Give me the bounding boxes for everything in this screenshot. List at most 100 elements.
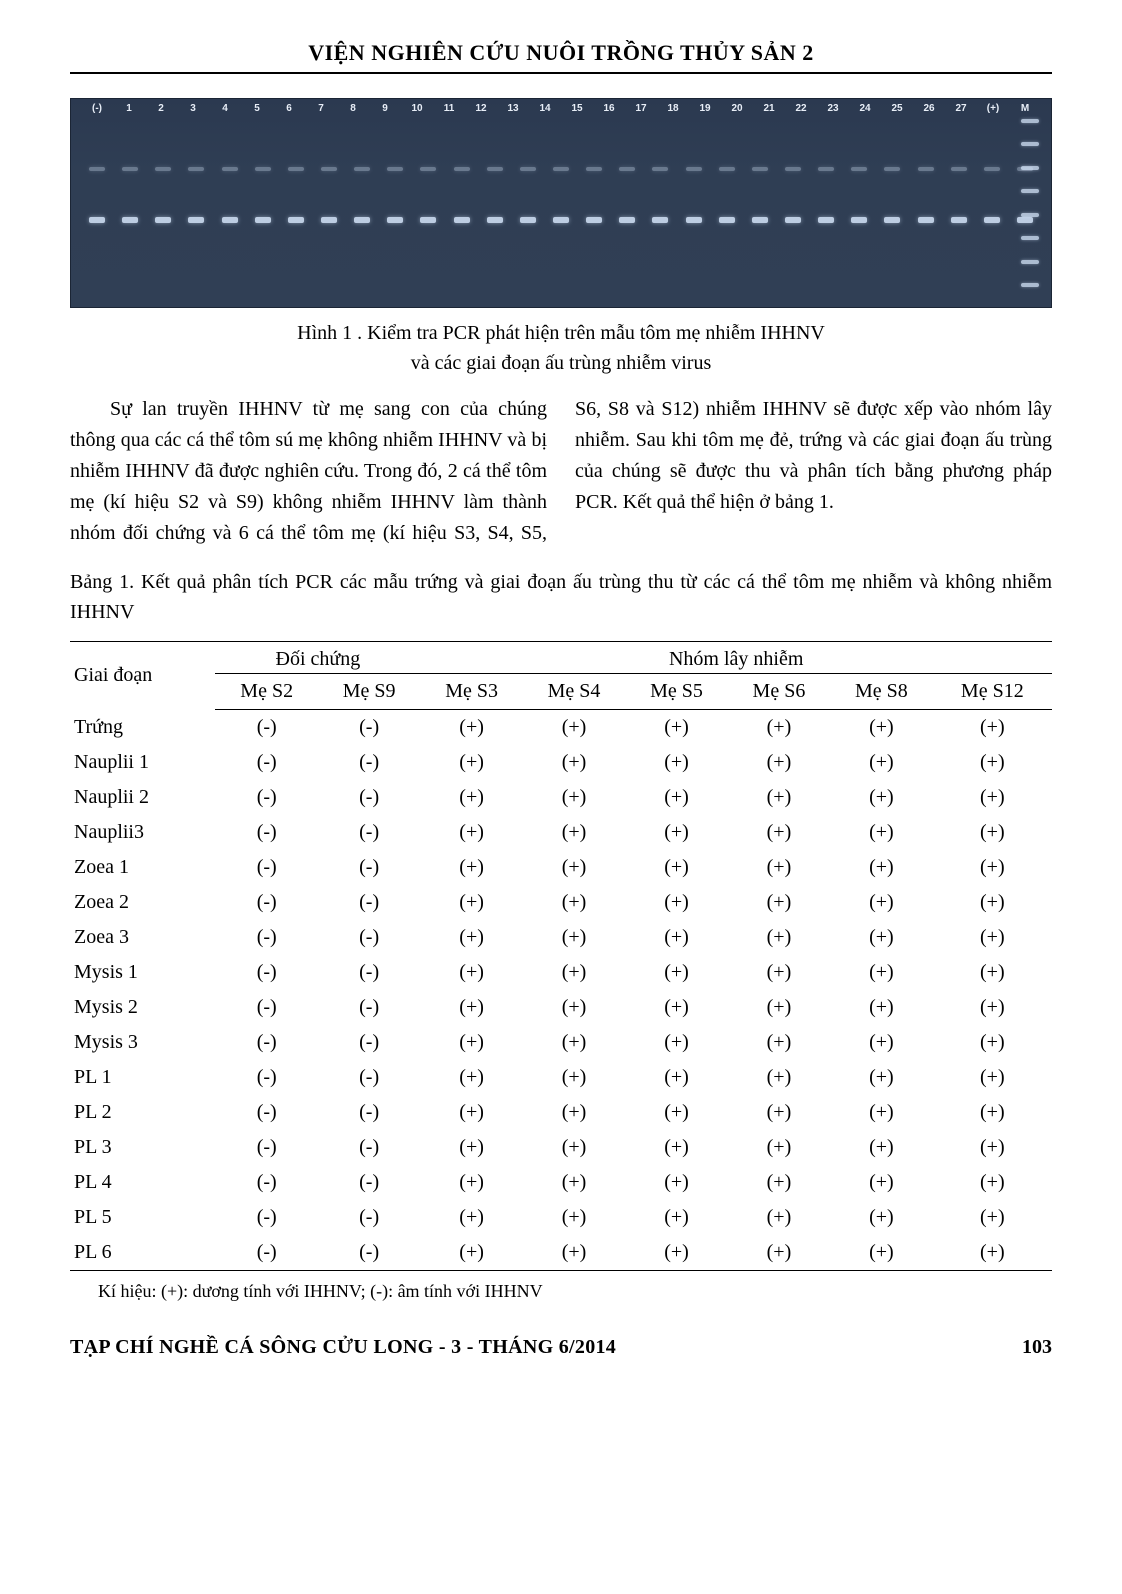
cell-value: (+) xyxy=(625,850,727,885)
cell-value: (+) xyxy=(830,710,932,746)
cell-stage: PL 3 xyxy=(70,1130,215,1165)
gel-lane-label: 12 xyxy=(465,103,497,114)
gel-band xyxy=(1017,167,1033,171)
gel-lane-label: 25 xyxy=(881,103,913,114)
cell-value: (+) xyxy=(830,745,932,780)
gel-band xyxy=(89,167,105,171)
cell-value: (+) xyxy=(830,1235,932,1271)
cell-value: (-) xyxy=(318,1095,420,1130)
gel-band xyxy=(454,217,470,223)
gel-band xyxy=(984,217,1000,223)
cell-value: (-) xyxy=(318,885,420,920)
cell-value: (+) xyxy=(420,990,522,1025)
gel-lane-label: 14 xyxy=(529,103,561,114)
gel-band xyxy=(321,217,337,223)
cell-value: (+) xyxy=(728,815,830,850)
cell-value: (-) xyxy=(215,780,317,815)
cell-value: (-) xyxy=(318,955,420,990)
cell-value: (+) xyxy=(625,1130,727,1165)
cell-value: (+) xyxy=(625,1165,727,1200)
cell-value: (+) xyxy=(728,780,830,815)
gel-lane-label: 9 xyxy=(369,103,401,114)
cell-value: (+) xyxy=(625,780,727,815)
gel-lane-label: 23 xyxy=(817,103,849,114)
cell-value: (+) xyxy=(933,1060,1052,1095)
gel-band xyxy=(1017,217,1033,223)
cell-value: (+) xyxy=(933,1235,1052,1271)
gel-band xyxy=(222,167,238,171)
cell-value: (+) xyxy=(420,1165,522,1200)
gel-lane-label: 5 xyxy=(241,103,273,114)
gel-band xyxy=(288,217,304,223)
cell-value: (+) xyxy=(933,850,1052,885)
gel-lane-label: M xyxy=(1009,103,1041,114)
gel-band xyxy=(918,217,934,223)
gel-band xyxy=(420,167,436,171)
gel-band xyxy=(520,167,536,171)
cell-value: (+) xyxy=(420,780,522,815)
table-row: Zoea 1(-)(-)(+)(+)(+)(+)(+)(+) xyxy=(70,850,1052,885)
gel-band xyxy=(884,167,900,171)
gel-ladder xyxy=(1021,119,1039,287)
cell-value: (+) xyxy=(933,1165,1052,1200)
gel-band xyxy=(188,217,204,223)
cell-value: (-) xyxy=(215,745,317,780)
cell-value: (+) xyxy=(830,955,932,990)
cell-value: (+) xyxy=(523,885,625,920)
footer-page-number: 103 xyxy=(1022,1336,1052,1359)
cell-value: (+) xyxy=(420,955,522,990)
gel-lane-labels: (-)1234567891011121314151617181920212223… xyxy=(81,103,1041,114)
cell-value: (+) xyxy=(625,1200,727,1235)
table-row: Mysis 2(-)(-)(+)(+)(+)(+)(+)(+) xyxy=(70,990,1052,1025)
cell-value: (+) xyxy=(523,815,625,850)
cell-value: (+) xyxy=(420,920,522,955)
gel-lane-label: 17 xyxy=(625,103,657,114)
gel-ladder-band xyxy=(1021,260,1039,264)
cell-value: (+) xyxy=(523,1130,625,1165)
cell-value: (+) xyxy=(625,1025,727,1060)
gel-lane-label: 22 xyxy=(785,103,817,114)
cell-value: (+) xyxy=(728,885,830,920)
gel-band xyxy=(719,167,735,171)
cell-value: (+) xyxy=(933,1095,1052,1130)
cell-value: (+) xyxy=(420,1060,522,1095)
gel-lane-label: 27 xyxy=(945,103,977,114)
cell-value: (+) xyxy=(625,920,727,955)
cell-value: (-) xyxy=(215,1235,317,1271)
cell-value: (+) xyxy=(728,1130,830,1165)
cell-value: (-) xyxy=(215,885,317,920)
cell-value: (+) xyxy=(625,885,727,920)
col-subheader: Mẹ S5 xyxy=(625,674,727,710)
gel-lane-label: 15 xyxy=(561,103,593,114)
gel-lane-label: 16 xyxy=(593,103,625,114)
cell-value: (+) xyxy=(420,745,522,780)
cell-value: (+) xyxy=(830,920,932,955)
gel-band xyxy=(122,167,138,171)
cell-value: (-) xyxy=(318,815,420,850)
cell-stage: Zoea 2 xyxy=(70,885,215,920)
gel-band xyxy=(884,217,900,223)
gel-band xyxy=(851,167,867,171)
gel-lane-label: (+) xyxy=(977,103,1009,114)
cell-value: (+) xyxy=(523,1200,625,1235)
cell-value: (-) xyxy=(318,745,420,780)
cell-value: (+) xyxy=(523,1025,625,1060)
cell-stage: Nauplii3 xyxy=(70,815,215,850)
gel-band xyxy=(354,167,370,171)
gel-band xyxy=(520,217,536,223)
cell-value: (-) xyxy=(318,1025,420,1060)
cell-value: (+) xyxy=(523,1165,625,1200)
cell-value: (+) xyxy=(830,1130,932,1165)
cell-value: (-) xyxy=(318,1165,420,1200)
table-row: PL 5(-)(-)(+)(+)(+)(+)(+)(+) xyxy=(70,1200,1052,1235)
cell-value: (+) xyxy=(625,815,727,850)
cell-stage: PL 6 xyxy=(70,1235,215,1271)
gel-band xyxy=(122,217,138,223)
gel-band xyxy=(553,167,569,171)
gel-band xyxy=(785,217,801,223)
gel-band xyxy=(321,167,337,171)
gel-band xyxy=(951,167,967,171)
gel-lane-label: 13 xyxy=(497,103,529,114)
gel-lane-label: 6 xyxy=(273,103,305,114)
col-subheader: Mẹ S3 xyxy=(420,674,522,710)
